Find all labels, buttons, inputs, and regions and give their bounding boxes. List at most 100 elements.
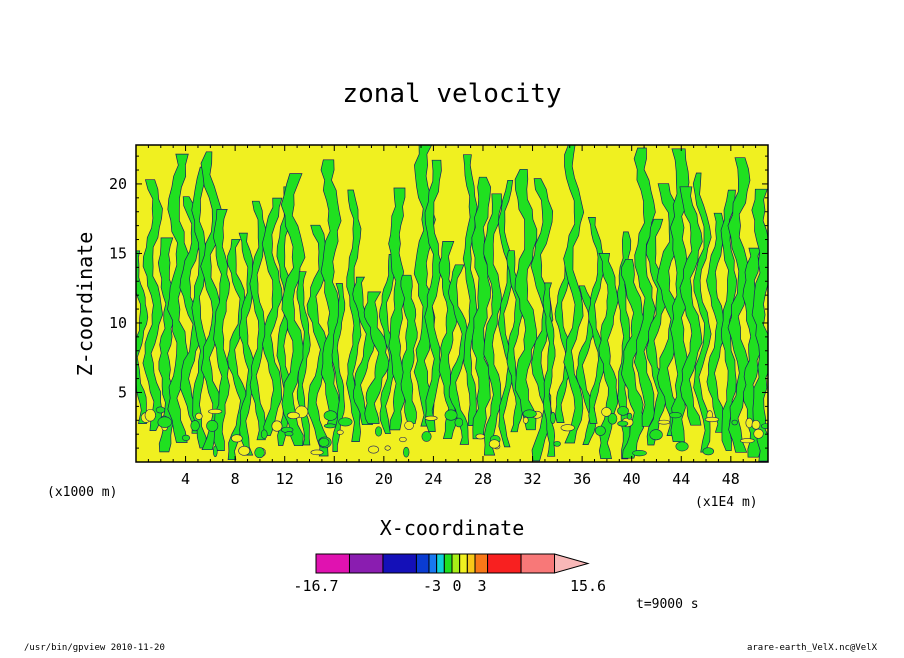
near-surface-cell (206, 420, 219, 432)
near-surface-cell (271, 420, 283, 432)
near-surface-cell (155, 406, 166, 414)
colorbar-bin (459, 553, 468, 574)
near-surface-cell (336, 429, 344, 435)
near-surface-cell (522, 409, 537, 418)
near-surface-cell (760, 423, 768, 430)
near-surface-cell (323, 423, 337, 429)
y-axis-label: Z-coordinate (73, 232, 97, 377)
near-surface-cell (617, 406, 629, 416)
colorbar-bin (466, 553, 476, 574)
negative-velocity-plume (331, 283, 346, 452)
near-surface-cell (745, 417, 753, 429)
near-surface-cell (338, 417, 353, 427)
time-annotation: t=9000 s (636, 597, 699, 612)
near-surface-cell (617, 420, 629, 427)
near-surface-cell (607, 412, 618, 425)
negative-velocity-plume (679, 186, 703, 426)
colorbar-label-pos3: 3 (477, 577, 486, 595)
negative-velocity-plume (179, 196, 203, 434)
near-surface-cell (740, 438, 755, 444)
near-surface-cell (626, 412, 633, 420)
near-surface-cell (595, 425, 606, 436)
near-surface-cell (704, 416, 719, 423)
x-tick-label: 28 (474, 470, 492, 488)
near-surface-cell (208, 408, 223, 414)
footer-right: arare-earth_VelX.nc@VelX (747, 643, 878, 653)
negative-velocity-plume (620, 258, 646, 459)
plot-frame (135, 144, 769, 463)
near-surface-cell (323, 410, 338, 421)
near-surface-cell (488, 439, 500, 449)
x-tick-label: 44 (672, 470, 690, 488)
near-surface-cell (375, 426, 383, 437)
negative-velocity-plume (212, 209, 231, 451)
colorbar-bin (451, 553, 461, 574)
colorbar-bin (443, 553, 453, 574)
near-surface-cell (523, 416, 529, 424)
x-tick-label: 4 (181, 470, 190, 488)
near-surface-cell (157, 416, 172, 428)
negative-velocity-plume (296, 271, 311, 446)
y-tick-label: 20 (109, 175, 127, 193)
near-surface-cell (649, 429, 663, 441)
near-surface-cell (254, 447, 265, 459)
negative-velocity-plume (261, 197, 283, 436)
x-tick-label: 40 (623, 470, 641, 488)
negative-velocity-plume (598, 253, 619, 460)
colorbar-bin (436, 553, 445, 574)
near-surface-cell (657, 419, 671, 425)
negative-velocity-plume (706, 212, 726, 433)
near-surface-cell (675, 441, 689, 452)
negative-velocity-plume (400, 274, 418, 425)
negative-velocity-plume (616, 231, 632, 460)
near-surface-cell (310, 449, 324, 456)
colorbar-bin (348, 553, 384, 574)
near-surface-cell (454, 417, 464, 428)
near-surface-cell (475, 433, 486, 440)
y-tick-label: 15 (109, 244, 127, 262)
negative-velocity-plume (483, 193, 503, 456)
near-surface-cell (144, 409, 156, 422)
negative-velocity-plume (249, 200, 267, 441)
near-surface-cell (190, 420, 200, 432)
x-tick-label: 16 (325, 470, 343, 488)
velocity-field (136, 145, 768, 462)
x-tick-label: 24 (424, 470, 442, 488)
near-surface-cell (404, 420, 414, 430)
near-surface-cell (403, 446, 410, 458)
x-tick-label: 8 (231, 470, 240, 488)
near-surface-cell (260, 429, 268, 439)
colorbar-label-max: 15.6 (570, 577, 606, 595)
x-unit-right: (x1E4 m) (695, 495, 758, 510)
colorbar: -16.7 -3 0 3 15.6 (293, 553, 606, 595)
colorbar-label-neg3: -3 (423, 577, 441, 595)
near-surface-cell (731, 419, 738, 426)
negative-velocity-plume (471, 176, 492, 440)
near-surface-cell (195, 412, 203, 420)
near-surface-cell (182, 434, 191, 441)
near-surface-cell (399, 436, 407, 443)
near-surface-cell (444, 409, 458, 421)
near-surface-cell (702, 447, 715, 456)
near-surface-cell (553, 440, 561, 447)
x-tick-label: 36 (573, 470, 591, 488)
negative-velocity-plume (352, 276, 375, 426)
near-surface-cell (669, 412, 682, 419)
negative-velocity-plume (720, 189, 738, 452)
x-tick-label: 48 (722, 470, 740, 488)
near-surface-cell (318, 437, 330, 447)
y-axis-ticks: 5 10 15 20 (109, 155, 768, 449)
negative-velocity-plume (142, 179, 163, 431)
negative-velocity-plume (424, 159, 443, 432)
near-surface-cell (287, 411, 300, 420)
near-surface-cell (550, 411, 556, 424)
x-axis-ticks: 4 8 12 16 20 24 28 32 36 40 44 48 (147, 145, 757, 488)
negative-velocity-plume (542, 282, 556, 457)
x-unit-left: (x1000 m) (47, 485, 117, 500)
negative-velocity-plume (563, 145, 585, 444)
near-surface-cell (368, 445, 380, 454)
near-surface-cell (212, 445, 218, 457)
colorbar-bins (315, 553, 590, 574)
